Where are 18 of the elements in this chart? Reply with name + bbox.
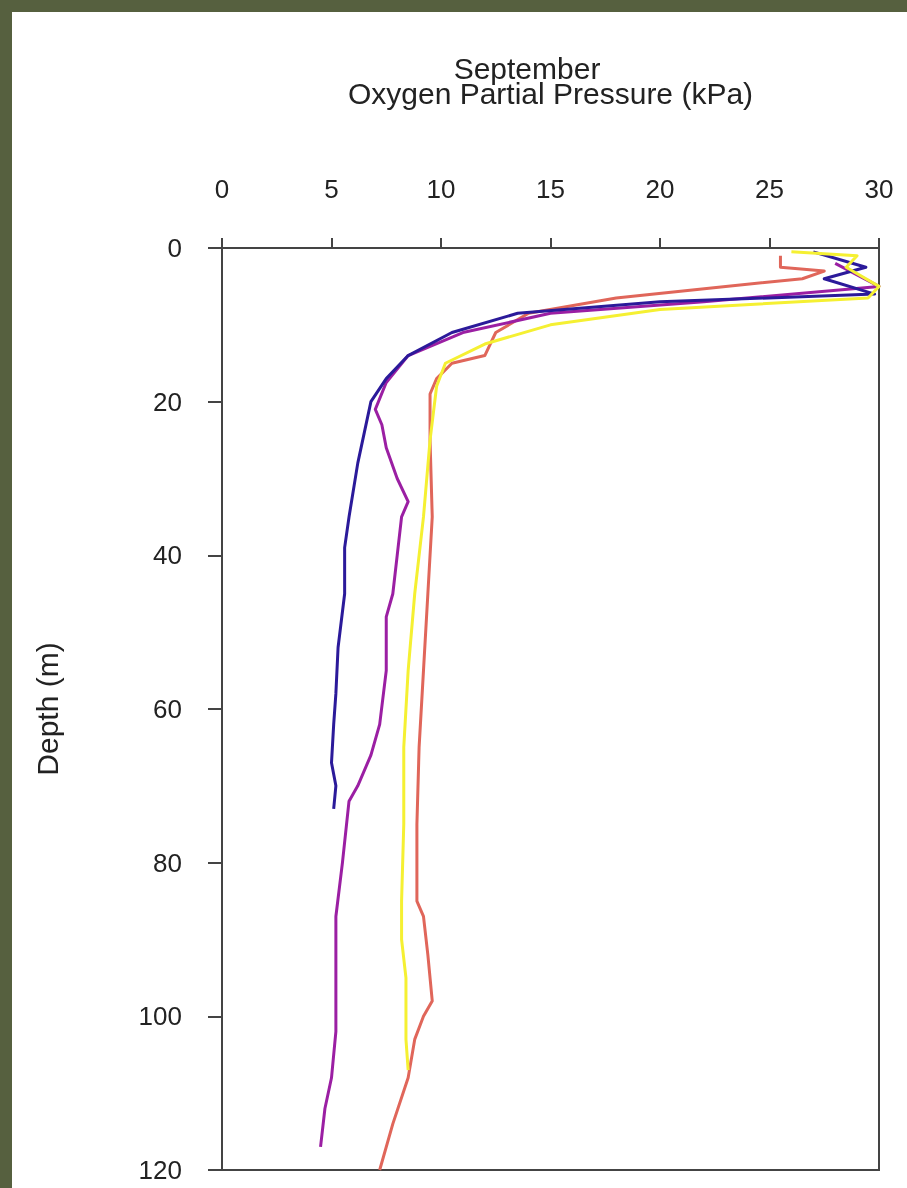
line-series	[378, 254, 826, 1172]
x-tick-label: 30	[864, 174, 894, 204]
y-tick-label: 60	[153, 694, 182, 724]
y-axis-title: Depth (m)	[30, 642, 64, 776]
x-tick-label: 5	[324, 174, 339, 204]
y-tick-label: 40	[153, 540, 182, 571]
x-tick-label: 20	[645, 174, 675, 204]
y-tick-label: 0	[167, 233, 182, 263]
x-tick-label: 10	[426, 174, 456, 204]
line-series	[330, 250, 877, 811]
y-tick-label: 100	[138, 1001, 182, 1032]
x-tick-label: 0	[214, 174, 230, 204]
x-tick-label: 15	[536, 174, 565, 204]
y-tick-label: 120	[138, 1155, 182, 1185]
y-tick-label: 80	[153, 847, 182, 878]
y-tick-label: 20	[153, 386, 182, 417]
x-tick-label: 25	[755, 174, 784, 204]
line-series	[400, 250, 881, 1072]
